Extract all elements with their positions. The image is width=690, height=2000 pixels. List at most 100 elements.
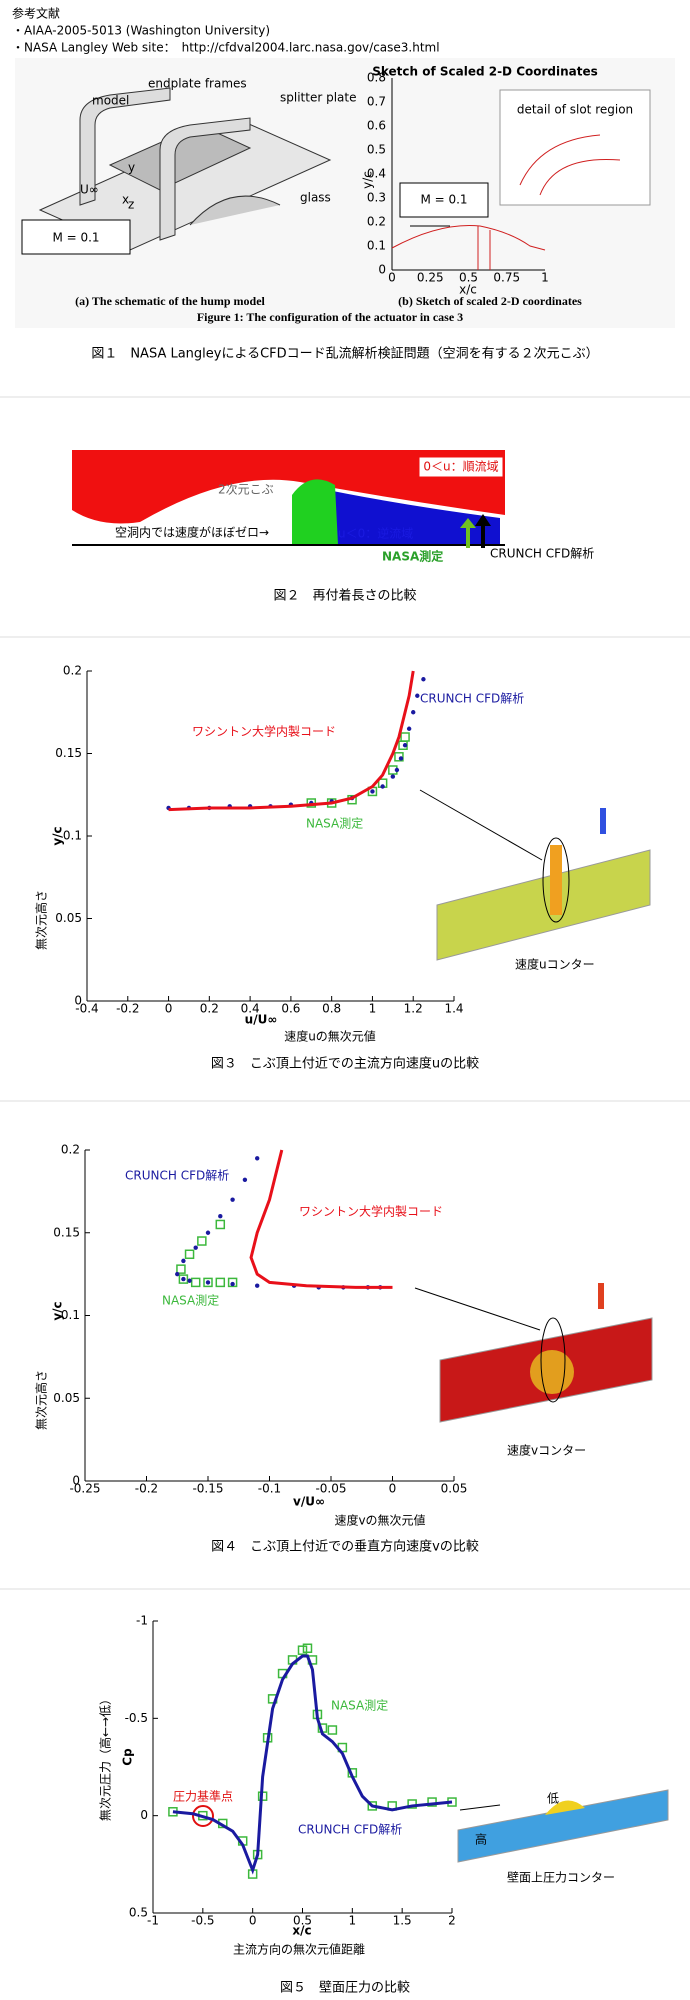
label: y — [128, 161, 135, 175]
x-tick-label: 0.6 — [281, 1002, 300, 1016]
x-tick-label: 1.2 — [404, 1002, 423, 1016]
label: endplate frames — [148, 77, 247, 91]
y-tick-label: -0.5 — [125, 1711, 148, 1725]
y-tick-label: 0.1 — [63, 829, 82, 843]
series-line — [249, 1149, 393, 1289]
highlight — [540, 1317, 566, 1403]
caption: 図２ 再付着長さの比較 — [273, 588, 416, 604]
inset-title: detail of slot region — [517, 103, 633, 117]
label: CRUNCH CFD解析 — [490, 547, 594, 561]
x-axis-label: u/U∞ — [245, 1013, 278, 1027]
label: z — [128, 198, 134, 212]
x-tick-label: 2 — [448, 1914, 456, 1928]
point — [175, 1271, 180, 1277]
point — [215, 1277, 226, 1288]
annotation: 速度uコンター — [515, 957, 595, 972]
point — [193, 1245, 198, 1250]
point — [184, 1249, 195, 1260]
x-tick-label: -0.2 — [135, 1482, 158, 1496]
x-axis-note: 主流方向の無次元値距離 — [233, 1942, 365, 1957]
point — [218, 1214, 223, 1219]
sketch-title: Sketch of Scaled 2-D Coordinates — [372, 65, 598, 79]
y-axis-note: 無次元圧力（高←→低） — [98, 1693, 113, 1821]
pointer — [459, 1804, 501, 1811]
point — [205, 1280, 211, 1285]
series-label: ワシントン大学内製コード — [192, 724, 336, 739]
series-label: ワシントン大学内製コード — [299, 1204, 443, 1219]
x-tick-label: 0 — [165, 1002, 173, 1016]
caption: 図４ こぶ頂上付近での垂直方向速度vの比較 — [211, 1539, 479, 1555]
contour-spot — [545, 1800, 585, 1815]
slot-detail — [519, 134, 621, 196]
caption: 図３ こぶ頂上付近での主流方向速度uの比較 — [211, 1056, 479, 1072]
y-axis-label: Cp — [121, 1748, 135, 1766]
x-tick-label: 0 — [249, 1914, 257, 1928]
point — [327, 1725, 338, 1735]
point — [390, 774, 396, 779]
arrow — [475, 514, 491, 548]
point — [394, 752, 404, 762]
figure1: endplate frames model splitter plate gla… — [15, 58, 675, 362]
chart: -0.4 -0.2 0 0.2 0.4 0.6 0.8 1 1.2 1.4 0 0.05 0.1 0.15… — [34, 664, 595, 1044]
contour-spot — [530, 1350, 574, 1394]
x-tick-label: -0.1 — [258, 1482, 281, 1496]
point — [255, 1156, 260, 1161]
subcaption: (b) Sketch of scaled 2-D coordinates — [398, 294, 582, 308]
tick-label: 1 — [541, 271, 549, 285]
series-label: CRUNCH CFD解析 — [125, 1169, 229, 1183]
point — [400, 732, 410, 742]
tick-label: 0 — [388, 271, 396, 285]
y-axis-label: y/c — [51, 1301, 65, 1320]
tick-label: 0.5 — [367, 143, 386, 157]
x-axis-label: x/c — [292, 1924, 311, 1938]
figure-title: Figure 1: The configuration of the actua… — [197, 310, 463, 324]
tick-label: 0.2 — [367, 215, 386, 229]
x-tick-label: -0.15 — [192, 1482, 223, 1496]
tick-label: 0.7 — [367, 95, 386, 109]
ref-item: ・AIAA-2005-5013 (Washington University) — [12, 24, 270, 38]
point — [398, 756, 404, 761]
y-tick-label: 0 — [74, 994, 82, 1008]
tick-label: 0.5 — [459, 271, 478, 285]
point — [203, 1277, 213, 1288]
cavity-region — [292, 479, 338, 545]
x-tick-label: -0.2 — [116, 1002, 139, 1016]
endplate — [79, 87, 171, 206]
point — [230, 1281, 235, 1287]
subcaption: (a) The schematic of the hump model — [75, 294, 265, 308]
x-tick-label: -1 — [147, 1914, 159, 1928]
tick-label: 0.6 — [367, 119, 386, 133]
series-label: CRUNCH CFD解析 — [298, 1823, 402, 1837]
point — [407, 1799, 417, 1809]
arrow — [460, 518, 476, 548]
series-line — [168, 670, 415, 812]
series-label: NASA測定 — [331, 1698, 388, 1713]
point — [205, 1230, 211, 1235]
y-tick-label: 0.5 — [129, 1906, 148, 1920]
point — [187, 1278, 192, 1283]
tick-label: 0.1 — [367, 239, 386, 253]
mach: M = 0.1 — [420, 193, 467, 207]
point — [178, 1274, 189, 1284]
contour-spot — [550, 845, 562, 915]
colorbar — [600, 808, 606, 834]
tick-label: 0.3 — [367, 191, 386, 205]
colorbar — [598, 1283, 604, 1309]
point — [255, 1283, 260, 1288]
tick-label: 0.4 — [367, 167, 386, 181]
tick-label: 0 — [378, 263, 386, 277]
mach-box — [399, 182, 489, 218]
label-box — [112, 524, 272, 541]
label: u＜0：逆流域 — [338, 526, 413, 541]
series-label: NASA測定 — [306, 816, 363, 831]
label: 空洞内では速度がほぼゼロ→ — [115, 525, 269, 540]
label: U∞ — [80, 183, 99, 197]
x-tick-label: 0.05 — [441, 1482, 468, 1496]
point — [370, 789, 375, 794]
annotation: 圧力基準点 — [173, 1789, 233, 1804]
y-tick-label: 0.15 — [55, 746, 82, 760]
y-axis-label: y/c — [51, 826, 65, 845]
references: 参考文献 ・AIAA-2005-5013 (Washington Univers… — [12, 6, 440, 55]
